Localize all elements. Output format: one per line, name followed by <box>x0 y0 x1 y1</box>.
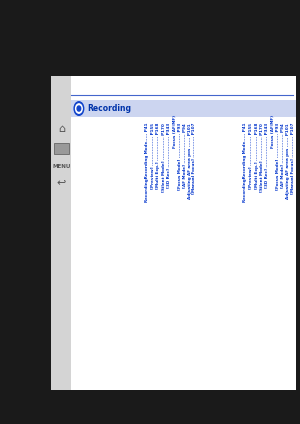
Text: RecordingRecording Mode..... P41: RecordingRecording Mode..... P41 <box>145 123 149 203</box>
Text: [Focus Mode] ............... P93: [Focus Mode] ............... P93 <box>276 123 280 190</box>
FancyBboxPatch shape <box>70 100 296 117</box>
Circle shape <box>77 106 81 111</box>
Text: [Multi Exp.] ............... P168: [Multi Exp.] ............... P168 <box>156 123 161 190</box>
Text: [3D Rec] ................... P343: [3D Rec] ................... P343 <box>167 123 171 188</box>
Text: Adjusting AF area pos ...... P101: Adjusting AF area pos ...... P101 <box>188 123 192 198</box>
Text: [Manual Focus] ............. P107: [Manual Focus] ............. P107 <box>192 123 197 195</box>
Text: [Preview] .................. P155: [Preview] .................. P155 <box>151 123 155 189</box>
Text: Recording: Recording <box>87 104 131 113</box>
Text: [Manual Focus] ............. P107: [Manual Focus] ............. P107 <box>291 123 295 195</box>
FancyBboxPatch shape <box>51 76 70 390</box>
Text: [Silent Mode] .............. P170: [Silent Mode] .............. P170 <box>162 123 166 192</box>
Text: [Silent Mode] .............. P170: [Silent Mode] .............. P170 <box>260 123 264 192</box>
Circle shape <box>74 102 84 115</box>
Text: ⌂: ⌂ <box>58 124 65 134</box>
Text: [Preview] .................. P155: [Preview] .................. P155 <box>249 123 254 189</box>
Text: [Focus Mode] ............... P93: [Focus Mode] ............... P93 <box>178 123 182 190</box>
Text: RecordingRecording Mode..... P41: RecordingRecording Mode..... P41 <box>243 123 247 203</box>
Text: [AF Mode] .................. P94: [AF Mode] .................. P94 <box>183 123 187 188</box>
FancyBboxPatch shape <box>70 76 296 390</box>
Text: Focus (AF/MF): Focus (AF/MF) <box>172 115 177 148</box>
Circle shape <box>76 104 82 113</box>
Text: Focus (AF/MF): Focus (AF/MF) <box>271 115 275 148</box>
FancyBboxPatch shape <box>54 143 69 154</box>
Text: Adjusting AF area pos ...... P101: Adjusting AF area pos ...... P101 <box>286 123 290 198</box>
Text: ↩: ↩ <box>57 177 66 187</box>
Text: MENU: MENU <box>52 164 71 169</box>
Text: [3D Rec] ................... P343: [3D Rec] ................... P343 <box>265 123 269 188</box>
Text: [AF Mode] .................. P94: [AF Mode] .................. P94 <box>281 123 285 188</box>
Text: [Multi Exp.] ............... P168: [Multi Exp.] ............... P168 <box>255 123 259 190</box>
